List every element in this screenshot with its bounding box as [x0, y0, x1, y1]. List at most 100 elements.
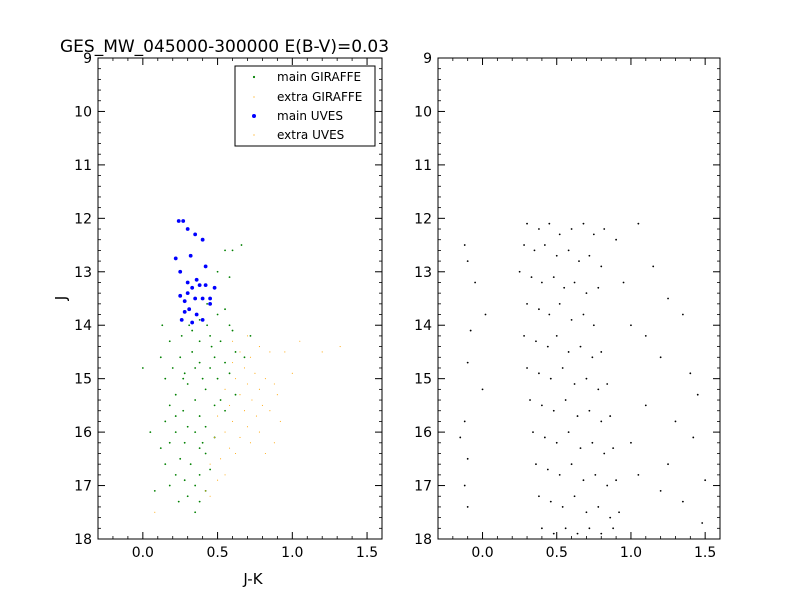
data-point — [518, 270, 521, 273]
data-point — [186, 495, 189, 498]
data-point — [258, 388, 260, 390]
y-tick-label: 17 — [74, 479, 92, 495]
data-point — [696, 393, 699, 396]
data-point — [200, 317, 205, 322]
data-point — [246, 383, 249, 385]
data-point — [659, 490, 662, 492]
data-point — [168, 404, 171, 407]
data-point — [188, 324, 191, 327]
data-point — [600, 265, 603, 268]
legend-item-extra-giraffe: extra GIRAFFE — [253, 90, 362, 104]
data-point — [582, 479, 585, 482]
data-point — [231, 329, 234, 332]
data-point — [526, 222, 528, 225]
data-point — [592, 233, 595, 236]
data-point — [533, 249, 536, 252]
data-point — [255, 415, 257, 417]
y-tick-label: 17 — [414, 479, 432, 495]
data-point — [219, 399, 222, 401]
data-point — [258, 431, 260, 433]
data-point — [529, 399, 531, 401]
plot-area — [438, 58, 720, 539]
x-tick-label: 0.0 — [471, 545, 493, 561]
y-tick-label: 13 — [414, 265, 432, 281]
data-point — [224, 431, 226, 433]
data-point — [538, 228, 540, 230]
data-point — [249, 356, 252, 358]
x-tick-label: 1.0 — [620, 545, 642, 561]
data-point — [191, 329, 194, 332]
data-point — [567, 431, 570, 434]
data-point — [291, 372, 293, 374]
data-point — [173, 256, 178, 261]
data-point — [552, 276, 555, 279]
legend-marker — [252, 114, 256, 118]
data-point — [224, 249, 226, 252]
data-point — [606, 484, 609, 487]
x-tick-label: 0.5 — [546, 545, 568, 561]
data-point — [600, 351, 603, 353]
y-tick-label: 13 — [74, 265, 92, 281]
data-point — [585, 511, 588, 514]
data-point — [240, 244, 243, 246]
data-point — [179, 317, 184, 322]
data-point — [204, 388, 207, 391]
data-point — [548, 222, 551, 225]
data-point — [209, 468, 212, 471]
data-point — [213, 404, 216, 407]
legend-marker — [253, 134, 255, 136]
y-tick-label: 14 — [414, 318, 432, 334]
data-point — [535, 340, 537, 343]
data-point — [535, 463, 537, 466]
data-point — [219, 340, 222, 343]
data-point — [251, 399, 253, 401]
data-point — [206, 302, 209, 305]
legend-label: main GIRAFFE — [277, 70, 361, 84]
data-point — [231, 420, 234, 422]
data-point — [667, 463, 669, 466]
data-point — [159, 447, 162, 450]
x-tick-label: 1.5 — [356, 545, 378, 561]
x-tick-label: 1.0 — [281, 545, 303, 561]
data-point — [532, 431, 534, 434]
data-point — [231, 340, 234, 342]
data-point — [466, 506, 469, 508]
data-point — [555, 441, 558, 444]
data-point — [234, 378, 237, 380]
data-point — [585, 292, 588, 295]
data-point — [194, 277, 199, 282]
data-point — [659, 356, 662, 359]
data-point — [284, 351, 286, 353]
data-point — [526, 302, 528, 305]
legend-item-extra-uves: extra UVES — [253, 128, 344, 142]
data-point — [249, 442, 252, 444]
data-point — [209, 335, 212, 337]
data-point — [582, 313, 585, 316]
data-point — [174, 393, 177, 396]
data-point — [194, 399, 197, 401]
data-point — [224, 474, 226, 476]
y-tick-label: 9 — [423, 51, 432, 67]
data-point — [612, 447, 615, 450]
data-point — [164, 377, 167, 380]
data-point — [273, 442, 275, 444]
data-point — [543, 436, 546, 439]
data-point — [564, 527, 567, 530]
data-point — [171, 367, 174, 369]
data-point — [704, 479, 707, 482]
data-point — [185, 291, 190, 296]
data-point — [186, 425, 189, 428]
data-point — [484, 313, 487, 316]
data-point — [178, 269, 183, 274]
data-point — [228, 324, 231, 327]
data-point — [459, 436, 462, 439]
data-point — [630, 441, 632, 444]
data-point — [538, 372, 540, 375]
data-point — [258, 346, 260, 348]
data-point — [228, 404, 231, 406]
data-point — [213, 356, 216, 359]
data-point — [600, 532, 603, 535]
y-tick-label: 16 — [74, 425, 92, 441]
data-point — [246, 426, 249, 428]
data-point — [193, 296, 198, 301]
